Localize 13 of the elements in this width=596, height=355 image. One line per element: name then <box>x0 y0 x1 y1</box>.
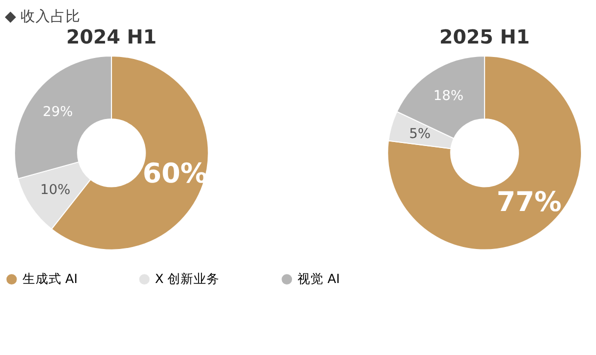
donut-slice <box>387 55 582 250</box>
legend-label: 视觉 AI <box>298 271 340 286</box>
data-label: 77% <box>496 187 562 218</box>
data-label: 60% <box>142 158 208 190</box>
data-label: 5% <box>409 126 431 142</box>
legend-label: X 创新业务 <box>155 271 220 286</box>
data-label: 18% <box>433 88 464 104</box>
chart-title: 2025 H1 <box>439 25 530 48</box>
legend-label: 生成式 AI <box>22 271 78 286</box>
text: ◆ 收入占比 <box>4 8 81 26</box>
chart-title: 2024 H1 <box>66 25 157 48</box>
data-label: 10% <box>40 182 71 198</box>
data-label: 29% <box>42 104 74 120</box>
